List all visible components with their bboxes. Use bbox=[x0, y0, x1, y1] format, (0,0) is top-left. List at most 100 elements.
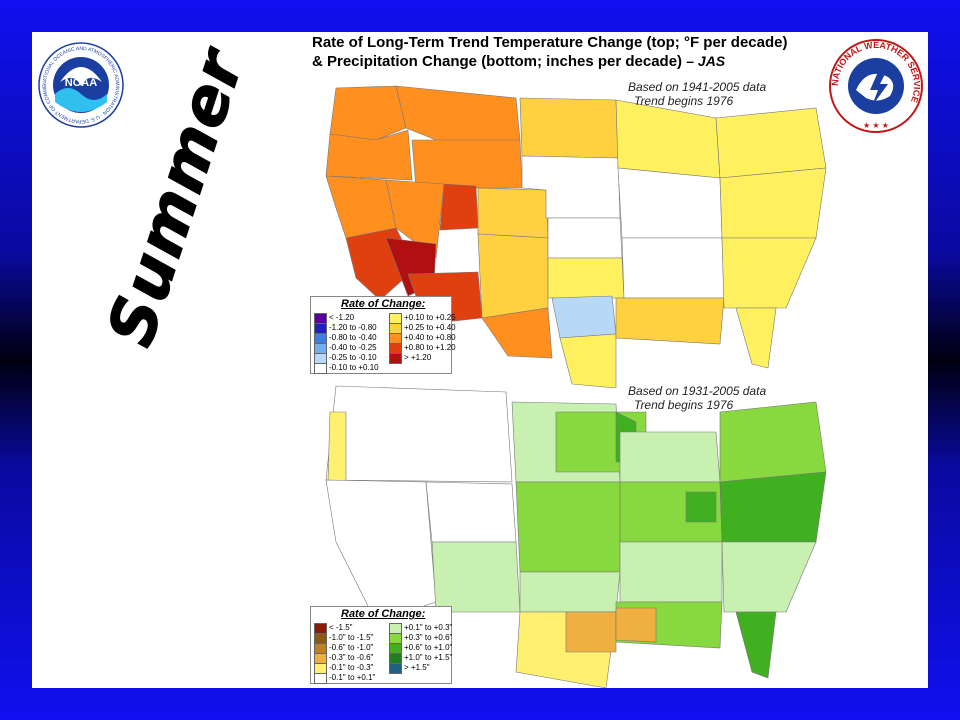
region-four-corners bbox=[431, 541, 521, 613]
region-louisiana bbox=[615, 607, 657, 643]
precipitation-legend-item: > +1.5" bbox=[389, 662, 452, 674]
temperature-legend-swatch bbox=[314, 362, 327, 374]
region-california-nevada bbox=[325, 479, 437, 623]
chart-title: Rate of Long-Term Trend Temperature Chan… bbox=[312, 34, 832, 71]
bottom-map-note: Based on 1931-2005 data Trend begins 197… bbox=[628, 384, 767, 412]
precipitation-legend-item: -1.0" to -1.5" bbox=[314, 632, 375, 644]
region-california-north bbox=[325, 175, 397, 239]
precipitation-legend-label: > +1.5" bbox=[404, 663, 430, 672]
temperature-legend: Rate of Change: < -1.20 -1.20 to -0.80 -0.… bbox=[310, 296, 456, 374]
region-new-mexico bbox=[477, 233, 549, 319]
precipitation-legend-item: +0.6" to +1.0" bbox=[389, 642, 453, 654]
region-southern-plains bbox=[519, 571, 621, 613]
nws-logo: NATIONAL WEATHER SERVICE ★ ★ ★ bbox=[829, 39, 923, 133]
temperature-legend-item: > +1.20 bbox=[389, 352, 456, 364]
temperature-legend-label: < -1.20 bbox=[329, 313, 355, 322]
precipitation-legend-item: -0.3" to -0.6" bbox=[314, 652, 375, 664]
temperature-legend-item: +0.40 to +0.80 bbox=[389, 332, 456, 344]
region-northern-rockies bbox=[395, 85, 521, 145]
temperature-legend-title: Rate of Change: bbox=[341, 298, 426, 310]
temperature-legend-item: -0.10 to +0.10 bbox=[314, 362, 379, 374]
region-intermountain bbox=[425, 481, 517, 543]
region-northeast bbox=[715, 107, 827, 179]
temperature-legend-item: -0.25 to -0.10 bbox=[314, 352, 379, 364]
temperature-map bbox=[325, 85, 827, 388]
region-northern-plains bbox=[519, 97, 619, 159]
precipitation-legend-label: -0.6" to -1.0" bbox=[329, 643, 374, 652]
title-line-2: & Precipitation Change (bottom; inches p… bbox=[312, 53, 683, 70]
temperature-legend-item: -0.80 to -0.40 bbox=[314, 332, 379, 344]
region-wyoming bbox=[411, 139, 523, 189]
precipitation-legend-item: +0.3" to +0.6" bbox=[389, 632, 453, 644]
precipitation-legend-title: Rate of Change: bbox=[341, 608, 426, 620]
region-utah bbox=[439, 183, 479, 231]
temperature-legend-item: < -1.20 bbox=[314, 312, 379, 324]
precipitation-legend-item: < -1.5" bbox=[314, 622, 375, 634]
temperature-legend-label: +0.40 to +0.80 bbox=[404, 333, 456, 342]
region-florida bbox=[735, 307, 777, 369]
precipitation-legend-item: +1.0" to +1.5" bbox=[389, 652, 452, 664]
temperature-legend-swatch bbox=[389, 352, 402, 364]
temperature-legend-item: +0.80 to +1.20 bbox=[389, 342, 456, 354]
region-nevada bbox=[385, 179, 445, 259]
region-tennessee bbox=[619, 541, 723, 603]
region-indiana bbox=[685, 491, 717, 523]
region-pacific-nw bbox=[329, 85, 407, 141]
top-map-note: Based on 1941-2005 data Trend begins 197… bbox=[628, 80, 767, 108]
temperature-legend-item: -1.20 to -0.80 bbox=[314, 322, 379, 334]
region-mid-south bbox=[621, 237, 725, 299]
precipitation-legend-item: -0.1" to +0.1" bbox=[314, 672, 376, 684]
region-mid-atlantic bbox=[719, 167, 827, 239]
temperature-legend-label: -0.25 to -0.10 bbox=[329, 353, 377, 362]
temperature-legend-item: +0.25 to +0.40 bbox=[389, 322, 456, 334]
temperature-legend-label: +0.10 to +0.25 bbox=[404, 313, 456, 322]
precipitation-legend-item: -0.1" to -0.3" bbox=[314, 662, 375, 674]
precipitation-legend-label: +0.1" to +0.3" bbox=[404, 623, 453, 632]
precipitation-legend-item: -0.6" to -1.0" bbox=[314, 642, 375, 654]
region-central-plains-precip bbox=[515, 481, 621, 573]
precipitation-legend-label: +0.3" to +0.6" bbox=[404, 633, 453, 642]
precipitation-legend-label: -0.3" to -0.6" bbox=[329, 653, 374, 662]
region-southeast bbox=[721, 237, 817, 309]
svg-text:★ ★ ★: ★ ★ ★ bbox=[863, 121, 889, 130]
region-northwest bbox=[325, 385, 513, 483]
precipitation-legend-swatch bbox=[314, 672, 327, 684]
region-oregon bbox=[325, 129, 413, 181]
temperature-legend-item: +0.10 to +0.25 bbox=[389, 312, 456, 324]
precipitation-legend-label: -1.0" to -1.5" bbox=[329, 633, 374, 642]
region-central-texas bbox=[551, 295, 617, 339]
temperature-legend-label: -0.80 to -0.40 bbox=[329, 333, 377, 342]
region-coastal-washington bbox=[327, 411, 347, 483]
precipitation-legend-label: < -1.5" bbox=[329, 623, 353, 632]
season-tag: – JAS bbox=[686, 53, 726, 69]
region-northeast-precip bbox=[719, 401, 827, 483]
noaa-logo-text: NOAA bbox=[65, 77, 97, 89]
precipitation-legend-item: +0.1" to +0.3" bbox=[389, 622, 453, 634]
noaa-logo: NOAA NATIONAL OCEANIC AND ATMOSPHERIC AD… bbox=[38, 42, 124, 128]
region-appalachia bbox=[719, 471, 827, 543]
precipitation-legend: Rate of Change: < -1.5" -1.0" to -1.5" -0.… bbox=[310, 606, 452, 684]
region-oklahoma bbox=[547, 257, 625, 299]
region-central-texas-precip bbox=[565, 611, 617, 653]
slide: NOAA NATIONAL OCEANIC AND ATMOSPHERIC AD… bbox=[32, 32, 928, 688]
region-kansas bbox=[547, 217, 623, 259]
temperature-legend-item: -0.40 to -0.25 bbox=[314, 342, 379, 354]
temperature-legend-label: +0.25 to +0.40 bbox=[404, 323, 456, 332]
precipitation-legend-label: +0.6" to +1.0" bbox=[404, 643, 453, 652]
precipitation-legend-label: -0.1" to +0.1" bbox=[329, 673, 376, 682]
region-great-lakes bbox=[615, 99, 721, 179]
region-gulf-coast bbox=[615, 297, 725, 345]
region-florida-precip bbox=[735, 611, 777, 679]
precipitation-legend-swatch bbox=[389, 662, 402, 674]
temperature-legend-label: +0.80 to +1.20 bbox=[404, 343, 456, 352]
title-line-1: Rate of Long-Term Trend Temperature Chan… bbox=[312, 34, 788, 51]
precipitation-legend-label: -0.1" to -0.3" bbox=[329, 663, 374, 672]
region-colorado bbox=[477, 187, 549, 239]
region-west-texas bbox=[481, 307, 553, 359]
region-upper-midwest bbox=[619, 431, 721, 483]
precipitation-map bbox=[325, 385, 827, 688]
temperature-legend-label: > +1.20 bbox=[404, 353, 432, 362]
temperature-legend-label: -0.40 to -0.25 bbox=[329, 343, 377, 352]
temperature-legend-label: -0.10 to +0.10 bbox=[329, 363, 379, 372]
region-south-texas bbox=[559, 333, 617, 388]
